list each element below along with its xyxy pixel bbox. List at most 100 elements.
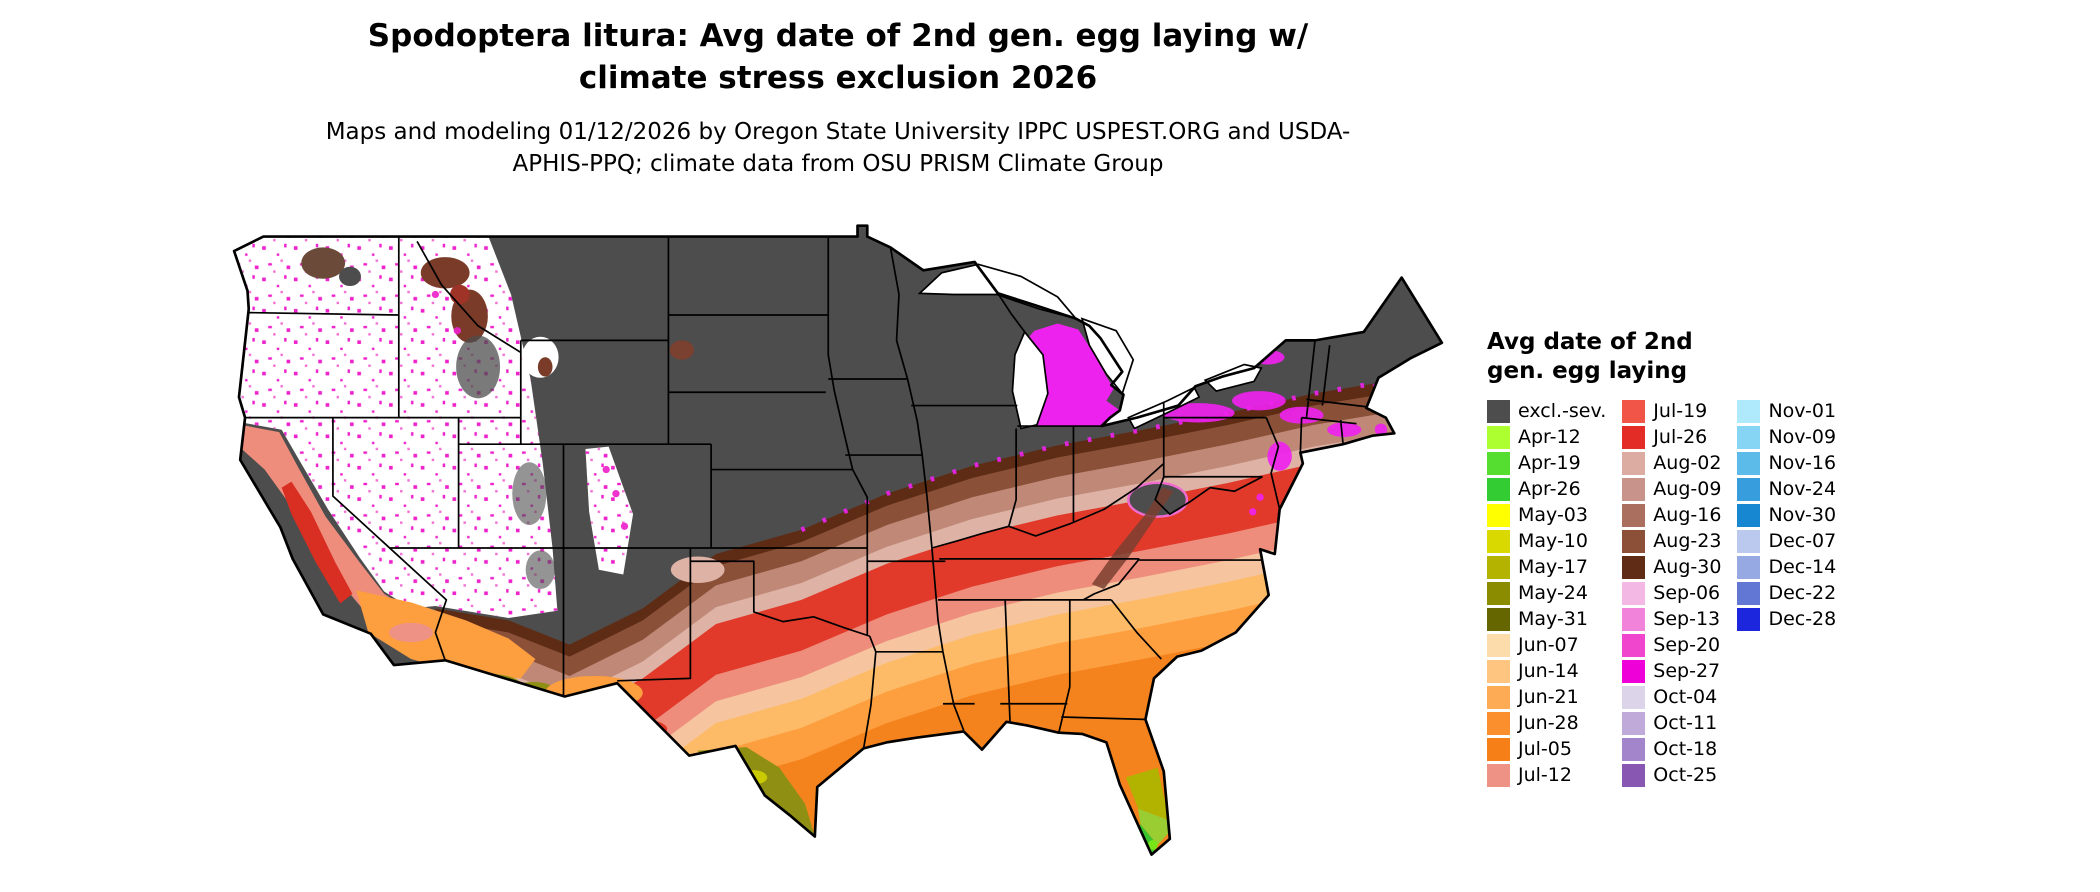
legend-column-3: Nov-01 Nov-09 Nov-16 Nov-24 Nov-30 Dec-0… xyxy=(1737,399,1837,634)
legend-swatch xyxy=(1487,737,1510,761)
legend-label: Sep-20 xyxy=(1653,634,1721,656)
legend-label: Oct-25 xyxy=(1653,764,1718,786)
legend-label: Jun-28 xyxy=(1518,712,1579,734)
legend-item: Oct-04 xyxy=(1622,685,1721,709)
legend-label: Jul-26 xyxy=(1653,426,1708,448)
legend-item: Oct-25 xyxy=(1622,763,1721,787)
legend-label: Jul-12 xyxy=(1518,764,1572,786)
legend-swatch xyxy=(1622,737,1646,761)
boundary-fringe xyxy=(800,364,1442,533)
legend-swatch xyxy=(1622,711,1646,735)
legend-swatch xyxy=(1487,503,1510,527)
legend-label: Oct-18 xyxy=(1653,738,1718,760)
legend-swatch xyxy=(1737,399,1761,423)
legend-label: Oct-04 xyxy=(1653,686,1718,708)
legend-item: Sep-20 xyxy=(1622,633,1721,657)
legend-item: May-10 xyxy=(1487,529,1606,553)
legend-item: Sep-06 xyxy=(1622,581,1721,605)
legend-swatch xyxy=(1622,633,1646,657)
legend-item: Apr-19 xyxy=(1487,451,1606,475)
legend-swatch xyxy=(1737,425,1761,449)
legend-column-2: Jul-19 Jul-26 Aug-02 Aug-09 Aug-16 Aug-2… xyxy=(1622,399,1722,790)
legend-label: excl.-sev. xyxy=(1518,400,1607,422)
legend-label: Sep-06 xyxy=(1653,582,1721,604)
legend-swatch xyxy=(1737,451,1761,475)
legend-swatch xyxy=(1487,633,1510,657)
legend-swatch xyxy=(1622,659,1646,683)
legend-title-line1: Avg date of 2nd xyxy=(1487,329,1693,355)
legend-swatch xyxy=(1737,529,1761,553)
socal-desert-patch xyxy=(356,590,536,679)
legend-swatch xyxy=(1487,529,1510,553)
legend-item: Dec-22 xyxy=(1737,581,1836,605)
legend-item: Dec-07 xyxy=(1737,529,1837,553)
legend-item: Nov-16 xyxy=(1737,451,1837,475)
legend-item: May-24 xyxy=(1487,581,1606,605)
map-us-outline xyxy=(232,224,1444,856)
legend-item: Nov-24 xyxy=(1737,477,1836,501)
legend-label: Aug-09 xyxy=(1653,478,1722,500)
map-subtitle: Maps and modeling 01/12/2026 by Oregon S… xyxy=(325,118,1351,177)
legend-item: Jun-14 xyxy=(1487,659,1606,683)
legend-item: Aug-02 xyxy=(1622,451,1722,475)
legend-label: Nov-16 xyxy=(1768,452,1837,474)
california-coast-patch xyxy=(234,422,411,635)
legend-label: May-31 xyxy=(1518,608,1588,630)
legend-swatch xyxy=(1487,477,1510,501)
legend-columns: excl.-sev. Apr-12 Apr-19 Apr-26 May-03 M… xyxy=(1487,399,1967,790)
legend-label: Jun-21 xyxy=(1518,686,1579,708)
legend-swatch xyxy=(1737,555,1761,579)
legend-title: Avg date of 2nd gen. egg laying xyxy=(1487,328,1967,386)
legend-swatch xyxy=(1622,529,1646,553)
legend-label: Dec-07 xyxy=(1768,530,1837,552)
legend-item: Dec-28 xyxy=(1737,607,1837,631)
legend-label: Apr-12 xyxy=(1518,426,1581,448)
legend-item: Jul-12 xyxy=(1487,763,1606,787)
legend-swatch xyxy=(1487,685,1510,709)
legend-swatch xyxy=(1622,607,1646,631)
legend-swatch xyxy=(1737,581,1761,605)
legend-label: Oct-11 xyxy=(1653,712,1718,734)
south-arizona-patch xyxy=(447,673,521,696)
legend-swatch xyxy=(1487,659,1510,683)
us-choropleth-map xyxy=(232,224,1444,856)
legend-swatch xyxy=(1487,607,1510,631)
central-valley-patch xyxy=(281,481,353,604)
legend-item: Aug-30 xyxy=(1622,555,1721,579)
map-title: Spodoptera litura: Avg date of 2nd gen. … xyxy=(367,18,1309,96)
legend-label: Aug-02 xyxy=(1653,452,1722,474)
legend-swatch xyxy=(1622,425,1646,449)
legend-label: Jun-07 xyxy=(1518,634,1579,656)
legend-swatch xyxy=(1487,451,1510,475)
appalachian-patch xyxy=(1091,487,1174,590)
header: Spodoptera litura: Avg date of 2nd gen. … xyxy=(228,16,1448,180)
central-florida-patch xyxy=(1125,767,1168,820)
map-container xyxy=(228,210,1448,886)
legend-label: Dec-28 xyxy=(1768,608,1837,630)
legend-item: May-03 xyxy=(1487,503,1606,527)
legend-swatch xyxy=(1622,555,1646,579)
legend-swatch xyxy=(1487,425,1510,449)
legend-swatch xyxy=(1622,685,1646,709)
legend-item: Jul-26 xyxy=(1622,425,1721,449)
legend-item: Jul-19 xyxy=(1622,399,1721,423)
legend-label: Jun-14 xyxy=(1518,660,1579,682)
legend-swatch xyxy=(1737,607,1761,631)
legend-label: Sep-27 xyxy=(1653,660,1721,682)
legend-item: Jun-21 xyxy=(1487,685,1606,709)
legend: Avg date of 2nd gen. egg laying excl.-se… xyxy=(1487,328,1967,790)
legend-item: May-17 xyxy=(1487,555,1606,579)
legend-label: May-10 xyxy=(1518,530,1588,552)
legend-swatch xyxy=(1622,581,1646,605)
legend-swatch xyxy=(1487,763,1510,787)
legend-item: Aug-09 xyxy=(1622,477,1722,501)
legend-item: Jun-28 xyxy=(1487,711,1606,735)
legend-item: Jul-05 xyxy=(1487,737,1606,761)
legend-item: Oct-11 xyxy=(1622,711,1721,735)
legend-item: Apr-12 xyxy=(1487,425,1606,449)
legend-item: Jun-07 xyxy=(1487,633,1606,657)
legend-swatch xyxy=(1487,711,1510,735)
map-state-borders xyxy=(245,236,1367,749)
legend-label: May-17 xyxy=(1518,556,1588,578)
legend-item: Sep-13 xyxy=(1622,607,1721,631)
